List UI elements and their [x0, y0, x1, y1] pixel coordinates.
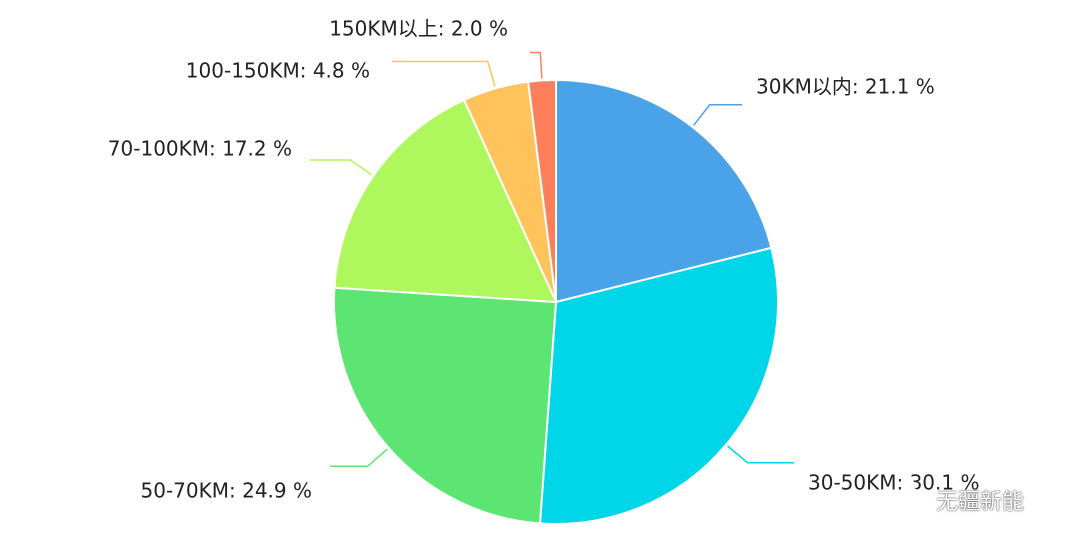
leader-lines [310, 51, 794, 468]
leader-line-6 [530, 51, 543, 79]
data-labels: 30KM以内: 21.1 % 30-50KM: 30.1 % 50-70KM: 24… [108, 17, 980, 503]
data-label-5: 100-150KM: 4.8 % [186, 59, 370, 83]
leader-line-4 [310, 159, 373, 176]
data-label-3: 50-70KM: 24.9 % [141, 479, 312, 503]
data-label-6: 150KM以上: 2.0 % [329, 17, 508, 41]
leader-line-1 [693, 104, 742, 126]
pie-slice-6 [527, 78, 557, 303]
pie-slice-4 [333, 98, 558, 304]
leader-line-2 [727, 445, 794, 464]
pie-slice-3 [333, 286, 558, 525]
data-label-4: 70-100KM: 17.2 % [108, 137, 292, 161]
leader-line-3 [330, 448, 388, 468]
pie-slices [333, 78, 779, 525]
pie-slice-2 [538, 246, 779, 525]
data-label-1: 30KM以内: 21.1 % [756, 75, 935, 99]
leader-line-5 [392, 60, 496, 87]
data-label-2: 30-50KM: 30.1 % [808, 471, 979, 495]
pie-slice-1 [555, 78, 773, 304]
